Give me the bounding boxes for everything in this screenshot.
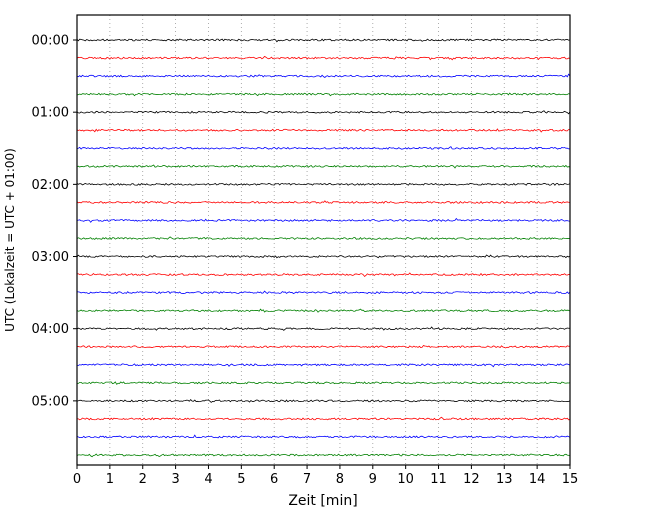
- trace-0000: [76, 38, 571, 43]
- x-tick-label: 7: [303, 472, 311, 487]
- x-tick-label: 10: [397, 472, 414, 487]
- trace-0015: [76, 55, 571, 61]
- y-tick-label: 01:00: [32, 106, 69, 121]
- y-tick-label: 02:00: [32, 178, 69, 193]
- x-tick-label: 0: [73, 472, 81, 487]
- trace-0345: [76, 308, 571, 313]
- x-axis-label: Zeit [min]: [288, 493, 357, 509]
- x-tick-label: 5: [237, 472, 245, 487]
- x-tick-label: 4: [204, 472, 212, 487]
- trace-0145: [76, 164, 571, 169]
- trace-0230: [76, 217, 571, 223]
- y-tick-label: 04:00: [32, 322, 69, 337]
- trace-0300: [76, 254, 571, 259]
- trace-0430: [76, 363, 571, 368]
- x-tick-label: 3: [171, 472, 179, 487]
- x-tick-label: 1: [106, 472, 114, 487]
- x-tick-label: 6: [270, 472, 278, 487]
- trace-0500: [76, 398, 571, 403]
- x-tick-label: 11: [430, 472, 447, 487]
- trace-0115: [76, 128, 571, 133]
- y-tick-label: 05:00: [32, 394, 69, 409]
- trace-0545: [76, 453, 571, 458]
- x-tick-label: 13: [496, 472, 513, 487]
- y-tick-label: 00:00: [32, 34, 69, 49]
- trace-0245: [76, 236, 571, 240]
- trace-0030: [76, 73, 571, 78]
- x-tick-label: 14: [529, 472, 546, 487]
- trace-0045: [76, 92, 571, 97]
- trace-0515: [76, 416, 571, 421]
- trace-0415: [76, 345, 571, 349]
- x-tick-label: 8: [336, 472, 344, 487]
- x-tick-label: 15: [562, 472, 579, 487]
- trace-0130: [76, 146, 571, 150]
- y-axis-label: UTC (Lokalzeit = UTC + 01:00): [3, 148, 17, 332]
- trace-0100: [76, 110, 571, 115]
- x-tick-label: 12: [463, 472, 480, 487]
- y-tick-label: 03:00: [32, 250, 69, 265]
- trace-0400: [76, 326, 571, 331]
- x-tick-label: 9: [369, 472, 377, 487]
- trace-0215: [76, 200, 571, 204]
- trace-0330: [76, 290, 571, 295]
- trace-0315: [76, 272, 571, 278]
- trace-0530: [76, 434, 571, 439]
- trace-0445: [76, 381, 571, 385]
- x-tick-label: 2: [139, 472, 147, 487]
- plot-border: [76, 14, 571, 466]
- trace-0200: [76, 182, 571, 186]
